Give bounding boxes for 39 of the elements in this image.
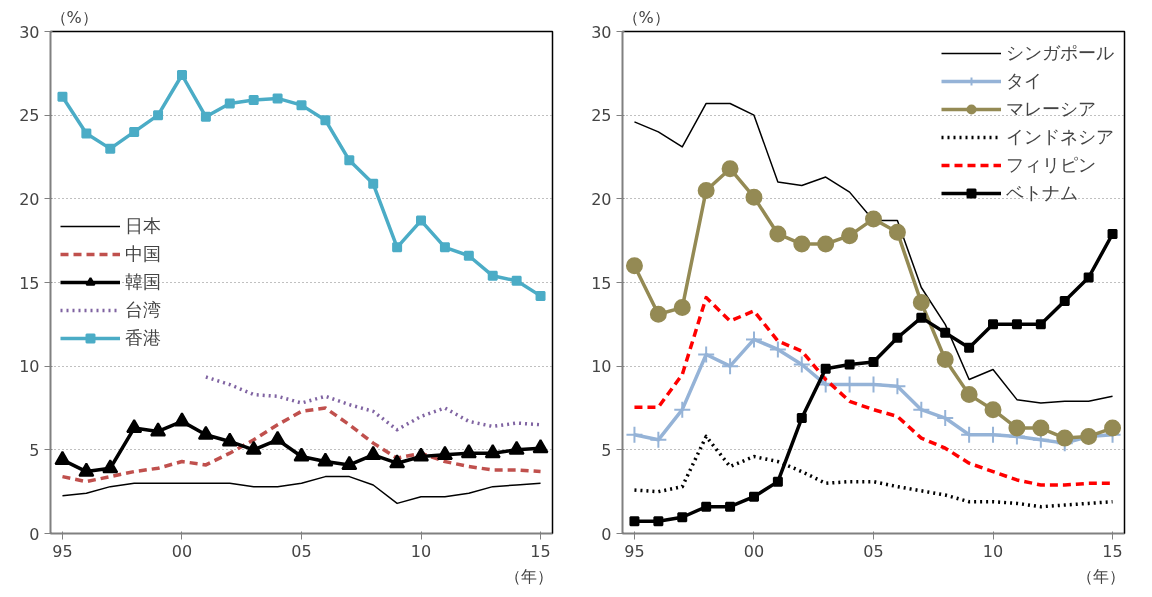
y-tick-label: 5 xyxy=(29,440,40,460)
x-axis-title: （年） xyxy=(504,566,553,586)
y-tick-label: 20 xyxy=(591,189,612,209)
legend-label: 香港 xyxy=(125,326,161,350)
y-tick-label: 10 xyxy=(19,357,40,377)
legend-label: シンガポール xyxy=(1006,41,1114,65)
y-tick-label: 0 xyxy=(29,524,40,544)
y-tick-label: 20 xyxy=(19,189,40,209)
legend-label: 台湾 xyxy=(125,298,161,322)
y-tick-label: 30 xyxy=(19,22,40,42)
x-axis-title: （年） xyxy=(1076,566,1125,586)
x-tick-label: 15 xyxy=(530,541,551,561)
legend-label: 中国 xyxy=(125,242,161,266)
x-tick-label: 00 xyxy=(743,541,765,561)
x-tick-label: 10 xyxy=(410,541,432,561)
y-tick-label: 15 xyxy=(19,273,40,293)
legend-label: マレーシア xyxy=(1006,97,1096,121)
x-tick-label: 05 xyxy=(863,541,884,561)
y-tick-label: 10 xyxy=(591,357,612,377)
x-tick-label: 95 xyxy=(624,541,645,561)
y-tick-label: 30 xyxy=(591,22,612,42)
x-tick-label: 15 xyxy=(1102,541,1123,561)
y-tick-label: 5 xyxy=(601,440,612,460)
x-tick-label: 05 xyxy=(291,541,312,561)
y-tick-label: 15 xyxy=(591,273,612,293)
legend-label: インドネシア xyxy=(1006,125,1114,149)
legend-label: フィリピン xyxy=(1006,153,1096,177)
legend-label: ベトナム xyxy=(1006,181,1078,205)
y-tick-label: 25 xyxy=(19,106,40,126)
y-axis-title: （%） xyxy=(622,7,670,27)
y-tick-label: 0 xyxy=(601,524,612,544)
legend-label: タイ xyxy=(1006,69,1042,93)
legend-label: 日本 xyxy=(125,214,161,238)
legend-label: 韓国 xyxy=(125,270,161,294)
y-tick-label: 25 xyxy=(591,106,612,126)
y-axis-title: （%） xyxy=(50,7,98,27)
x-tick-label: 00 xyxy=(171,541,193,561)
x-tick-label: 95 xyxy=(52,541,73,561)
x-tick-label: 10 xyxy=(982,541,1004,561)
